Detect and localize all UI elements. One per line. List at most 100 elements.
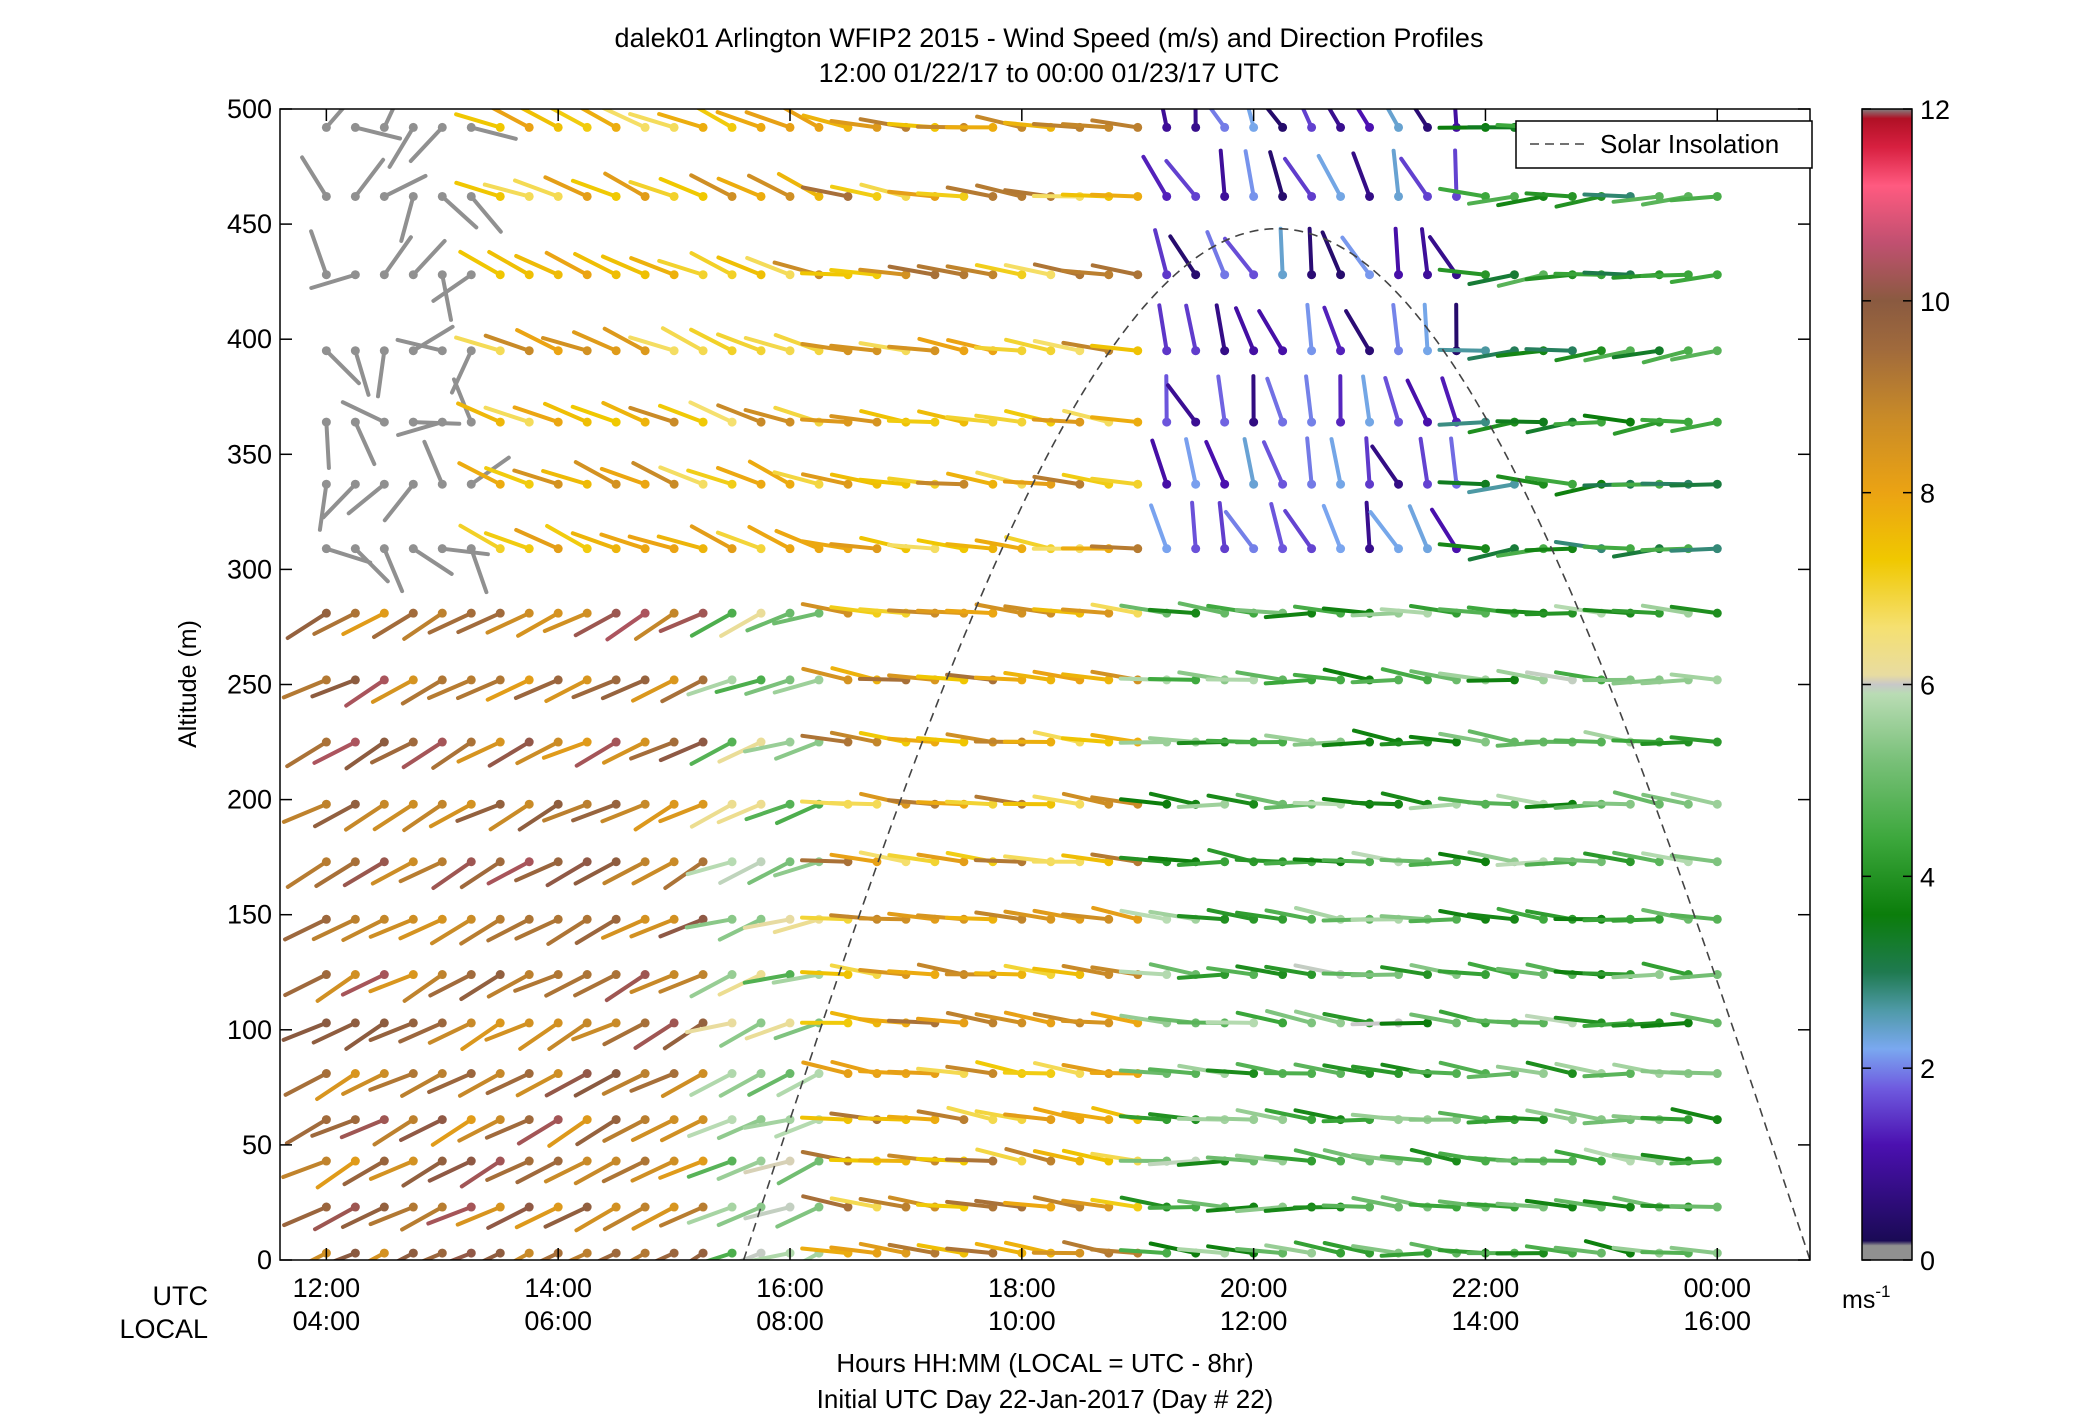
wind-barb-shaft — [486, 972, 532, 999]
wind-barb-shaft — [1205, 1020, 1256, 1025]
wind-barb-dot — [872, 799, 882, 809]
wind-barb-dot — [727, 417, 737, 427]
wind-barb-dot — [350, 1248, 360, 1258]
wind-barb-shaft — [1391, 148, 1401, 199]
wind-barb-shaft — [1032, 794, 1082, 807]
wind-barb — [631, 675, 679, 703]
wind-barb-shaft — [382, 109, 396, 130]
wind-barb-shaft — [1119, 797, 1169, 807]
wind-barb — [1090, 476, 1143, 489]
wind-barb — [1264, 1108, 1317, 1125]
wind-barb-dot — [1162, 914, 1172, 924]
wind-barb-shaft — [716, 1117, 764, 1140]
wind-barb — [570, 531, 621, 554]
wind-barb — [1495, 1115, 1548, 1125]
wind-barb-shaft — [946, 471, 995, 487]
wind-barb-shaft — [311, 917, 358, 942]
wind-barb — [716, 466, 766, 489]
wind-barb — [484, 1018, 534, 1042]
wind-barb — [801, 1060, 853, 1079]
wind-barb-shaft — [716, 176, 764, 199]
wind-barb-shaft — [1263, 1154, 1314, 1164]
colorbar-unit-base: ms — [1842, 1286, 1875, 1314]
wind-barb — [430, 914, 476, 946]
wind-barb — [313, 1202, 360, 1232]
wind-barb-dot — [727, 1069, 737, 1079]
wind-barb-shaft — [800, 733, 850, 745]
wind-barb-shaft — [1149, 503, 1169, 551]
wind-barb-shaft — [570, 531, 619, 551]
wind-barb-shaft — [422, 439, 445, 487]
wind-barb-shaft — [1640, 272, 1691, 278]
wind-barb — [1214, 303, 1230, 356]
wind-barb — [629, 256, 679, 280]
wind-barb-shaft — [484, 1020, 532, 1042]
wind-barb-dot — [1307, 479, 1317, 489]
wind-barb — [321, 109, 345, 132]
wind-barb-dot — [640, 544, 650, 554]
wind-barb — [350, 417, 377, 466]
wind-barb-shaft — [687, 1117, 735, 1138]
wind-barb-dot — [1480, 479, 1490, 489]
wind-barb-shaft — [1364, 436, 1372, 487]
wind-barb — [281, 675, 331, 700]
wind-barb-shaft — [829, 1196, 879, 1210]
wind-barb — [1437, 267, 1490, 280]
wind-barb-shaft — [602, 1205, 648, 1232]
wind-barb-dot — [988, 1115, 998, 1125]
wind-barb-shaft — [658, 740, 706, 763]
wind-barb — [656, 534, 708, 554]
wind-barb-shaft — [368, 1159, 416, 1181]
wind-barb — [660, 675, 708, 704]
wind-barb-shaft — [1090, 602, 1140, 616]
wind-barb — [742, 1115, 795, 1130]
wind-barb — [466, 122, 518, 141]
wind-barb-shaft — [1329, 437, 1343, 487]
wind-barb — [658, 608, 708, 633]
wind-barb-shaft — [743, 1159, 792, 1175]
wind-barb-shaft — [744, 1020, 792, 1041]
wind-barb-shaft — [688, 1251, 706, 1260]
wind-barb-shaft — [1147, 607, 1198, 616]
wind-barb-dot — [785, 191, 795, 201]
wind-barb-dot — [1162, 122, 1172, 132]
wind-barb-dot — [466, 608, 476, 618]
wind-barb — [716, 176, 766, 201]
wind-barb-dot — [321, 1202, 331, 1212]
wind-barb-shaft — [545, 859, 590, 888]
wind-barb-dot — [988, 191, 998, 201]
wind-barb-shaft — [321, 482, 358, 520]
wind-barb-shaft — [1352, 728, 1401, 745]
wind-barb — [431, 737, 476, 770]
wind-barb-dot — [1162, 417, 1172, 427]
wind-barb-dot — [495, 479, 505, 489]
wind-barb-shaft — [427, 1020, 474, 1045]
wind-barb-dot — [1394, 1069, 1404, 1079]
wind-barb-dot — [843, 479, 853, 489]
wind-barb-shaft — [974, 910, 1024, 922]
wind-barb-shaft — [1364, 500, 1372, 551]
wind-barb-dot — [1191, 1069, 1201, 1079]
wind-barb-shaft — [714, 677, 764, 694]
wind-barb — [481, 1248, 505, 1260]
wind-barb-shaft — [1379, 1251, 1430, 1258]
wind-barb — [1669, 1069, 1722, 1079]
wind-barb-shaft — [431, 272, 474, 303]
wind-barb-shaft — [1217, 501, 1227, 551]
wind-barb-shaft — [1322, 305, 1343, 353]
wind-barb-dot — [872, 1202, 882, 1212]
wind-barb-dot — [1365, 122, 1375, 132]
wind-barb-dot — [930, 1248, 940, 1258]
wind-barb-dot — [1365, 1202, 1375, 1212]
wind-barb-dot — [930, 970, 940, 980]
wind-barb-shaft — [315, 1071, 358, 1101]
wind-barb-dot — [1712, 914, 1722, 924]
wind-barb — [368, 970, 418, 994]
wind-barb-shaft — [737, 1251, 764, 1260]
wind-barb-shaft — [800, 858, 850, 864]
wind-barb-dot — [1278, 1248, 1288, 1258]
wind-barb-shaft — [945, 264, 995, 277]
wind-barb-dot — [524, 608, 534, 618]
wind-barb-shaft — [944, 1157, 995, 1164]
wind-barb-shaft — [514, 527, 561, 551]
